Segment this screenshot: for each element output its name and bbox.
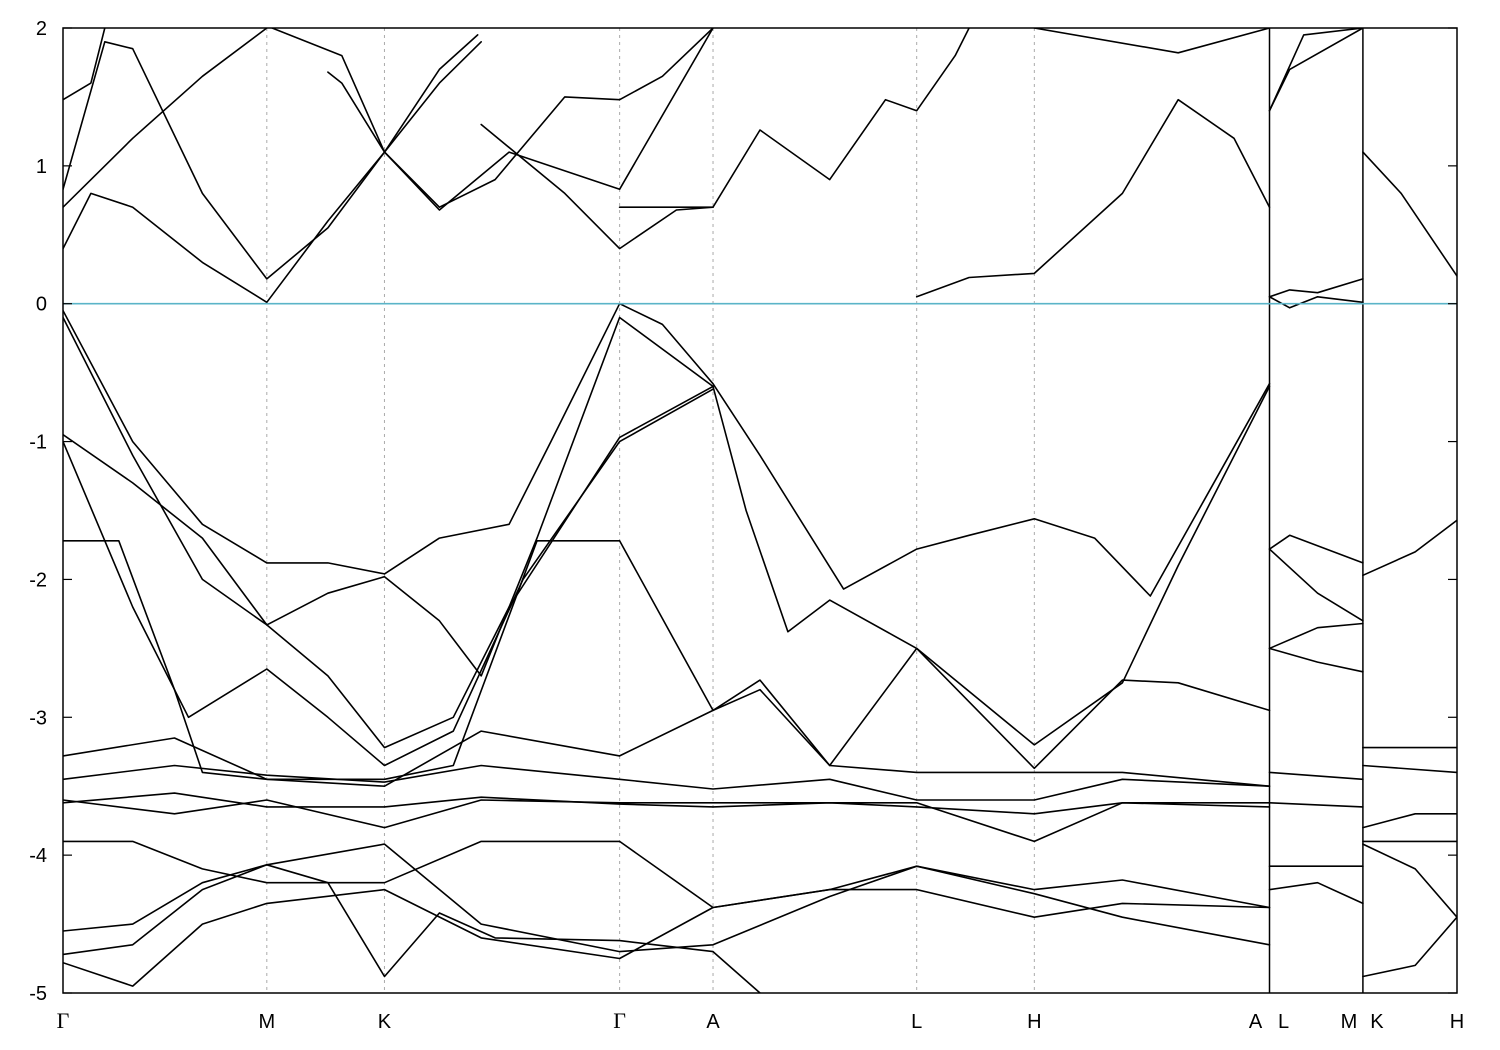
band-line-5 bbox=[327, 28, 714, 211]
y-tick-label: -2 bbox=[29, 569, 47, 591]
x-tick-label: M bbox=[1341, 1011, 1358, 1033]
band-line-39 bbox=[1362, 813, 1457, 829]
x-tick-label: H bbox=[1027, 1011, 1041, 1033]
band-line-32 bbox=[1268, 802, 1364, 808]
band-line-20 bbox=[63, 843, 1271, 953]
y-tick-label: 2 bbox=[36, 18, 47, 40]
band-line-35 bbox=[1362, 151, 1457, 277]
band-line-17 bbox=[63, 799, 1271, 843]
y-tick-label: -3 bbox=[29, 707, 47, 729]
band-line-4 bbox=[271, 28, 714, 208]
band-line-22 bbox=[63, 888, 1271, 987]
band-line-19 bbox=[63, 840, 1271, 909]
x-tick-label: Γ bbox=[57, 1008, 70, 1033]
band-line-31 bbox=[1268, 771, 1364, 781]
x-tick-label: Γ bbox=[613, 1008, 626, 1033]
band-line-42 bbox=[1362, 843, 1457, 918]
band-line-25 bbox=[1268, 28, 1364, 112]
band-line-9 bbox=[1033, 28, 1271, 54]
band-line-28 bbox=[1268, 548, 1364, 622]
x-tick-label: H bbox=[1450, 1011, 1464, 1033]
band-line-16 bbox=[63, 764, 1271, 801]
band-line-38 bbox=[1362, 764, 1457, 774]
band-line-36 bbox=[1362, 519, 1457, 577]
band-line-14 bbox=[63, 540, 1271, 787]
y-tick-label: -4 bbox=[29, 845, 47, 867]
band-line-27 bbox=[1268, 534, 1364, 564]
grid-layer bbox=[266, 28, 1364, 993]
band-line-23 bbox=[1268, 278, 1364, 298]
band-line-41 bbox=[1362, 916, 1457, 978]
x-tick-label: L bbox=[1278, 1011, 1289, 1033]
band-line-11 bbox=[63, 316, 1271, 746]
bands-layer bbox=[63, 28, 1457, 993]
band-line-34 bbox=[1268, 881, 1364, 905]
band-line-30 bbox=[1268, 647, 1364, 673]
band-line-0 bbox=[63, 34, 479, 304]
y-tick-label: 1 bbox=[36, 156, 47, 178]
band-line-10 bbox=[63, 302, 1271, 597]
band-line-26 bbox=[1268, 28, 1364, 112]
band-line-12 bbox=[63, 385, 714, 749]
plot-frame bbox=[62, 27, 1458, 994]
band-line-6 bbox=[480, 28, 970, 250]
y-tick-label: 0 bbox=[36, 294, 47, 316]
x-tick-label: A bbox=[1249, 1011, 1263, 1033]
band-line-15 bbox=[63, 647, 1271, 787]
y-tick-label: -1 bbox=[29, 432, 47, 454]
x-tick-label: M bbox=[258, 1011, 275, 1033]
band-line-2 bbox=[63, 28, 106, 101]
band-line-21 bbox=[63, 864, 761, 993]
band-line-24 bbox=[1268, 296, 1364, 309]
band-line-13 bbox=[63, 388, 714, 767]
band-line-29 bbox=[1268, 622, 1364, 650]
band-line-18 bbox=[63, 792, 1271, 815]
y-tick-label: -5 bbox=[29, 983, 47, 1005]
x-tick-label: L bbox=[911, 1011, 922, 1033]
y-axis: 2 1 0 -1 -2 -3 -4 -5 bbox=[29, 18, 1457, 1005]
band-line-1 bbox=[63, 28, 268, 208]
x-tick-label: A bbox=[706, 1011, 720, 1033]
band-line-8 bbox=[915, 98, 1271, 298]
x-tick-label: K bbox=[378, 1011, 392, 1033]
band-line-3 bbox=[63, 41, 482, 280]
x-tick-label: K bbox=[1370, 1011, 1384, 1033]
